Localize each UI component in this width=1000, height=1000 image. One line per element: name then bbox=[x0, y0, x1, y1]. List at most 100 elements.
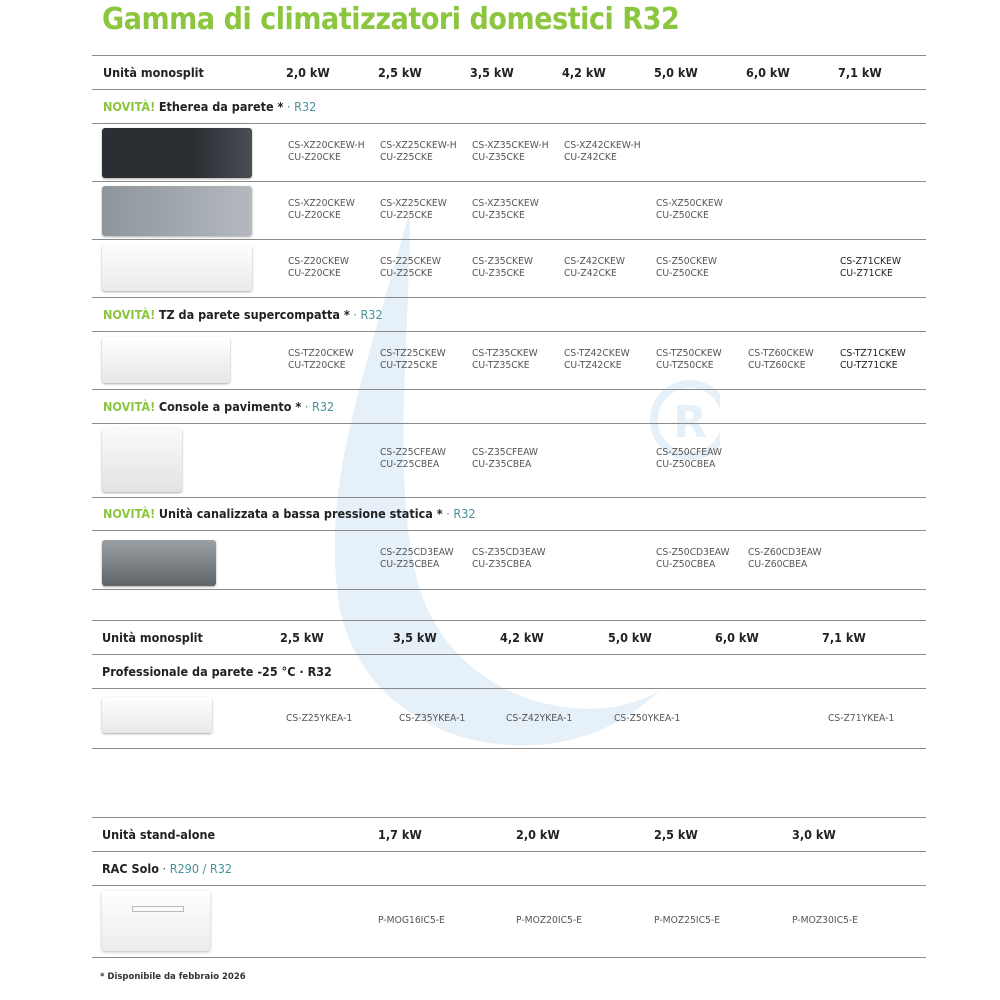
section-ref: · R32 bbox=[353, 307, 383, 322]
table1-header-label: Unità monosplit bbox=[103, 65, 204, 80]
model-code-cell: CS-TZ35CKEW CU-TZ35CKE bbox=[472, 348, 538, 372]
indoor-unit-code: CS-Z20CKEW bbox=[288, 256, 349, 267]
outdoor-unit-code: CU-TZ60CKE bbox=[748, 360, 806, 371]
table1-size-header: 5,0 kW bbox=[654, 65, 698, 80]
outdoor-unit-code: CU-Z50CKE bbox=[656, 210, 709, 221]
model-code-cell: CS-Z25YKEA-1 bbox=[286, 713, 353, 724]
outdoor-unit-code: CU-TZ25CKE bbox=[380, 360, 438, 371]
table3-size-header: 1,7 kW bbox=[378, 827, 422, 842]
indoor-unit-code: CS-XZ20CKEW bbox=[288, 198, 355, 209]
model-code-cell: CS-Z71YKEA-1 bbox=[828, 713, 895, 724]
indoor-unit-code: CS-Z35CFEAW bbox=[472, 447, 539, 458]
outdoor-unit-code: CU-Z42CKE bbox=[564, 268, 617, 279]
model-code-cell: CS-XZ42CKEW-H CU-Z42CKE bbox=[564, 140, 641, 164]
divider bbox=[92, 957, 926, 958]
model-code-cell: CS-Z71CKEW CU-Z71CKE bbox=[840, 256, 901, 280]
section-ref: · R32 bbox=[446, 506, 476, 521]
model-code-cell: CS-Z25CFEAW CU-Z25CBEA bbox=[380, 447, 446, 471]
model-code-cell: CS-TZ25CKEW CU-TZ25CKE bbox=[380, 348, 446, 372]
indoor-unit-code: CS-XZ35CKEW-H bbox=[472, 140, 549, 151]
divider bbox=[92, 748, 926, 749]
divider bbox=[92, 123, 926, 124]
indoor-unit-code: CS-XZ25CKEW bbox=[380, 198, 447, 209]
indoor-unit-code: CS-TZ35CKEW bbox=[472, 348, 538, 359]
table2-size-header: 5,0 kW bbox=[608, 630, 652, 645]
product-image-tz-white bbox=[102, 337, 230, 383]
indoor-unit-code: CS-Z50CD3EAW bbox=[656, 547, 730, 558]
outdoor-unit-code: CU-Z25CBEA bbox=[380, 459, 440, 470]
section-name: Etherea da parete * bbox=[158, 99, 284, 114]
divider bbox=[92, 55, 926, 56]
air-vent bbox=[132, 906, 184, 912]
divider bbox=[92, 851, 926, 852]
divider bbox=[92, 497, 926, 498]
divider bbox=[92, 239, 926, 240]
table1-size-header: 4,2 kW bbox=[562, 65, 606, 80]
model-code-cell: CS-Z35CKEW CU-Z35CKE bbox=[472, 256, 533, 280]
model-code-cell: CS-Z35YKEA-1 bbox=[399, 713, 466, 724]
table1-size-header: 7,1 kW bbox=[838, 65, 882, 80]
table2-header-label: Unità monosplit bbox=[102, 630, 203, 645]
indoor-unit-code: CS-Z25CD3EAW bbox=[380, 547, 454, 558]
outdoor-unit-code: CU-TZ71CKE bbox=[840, 360, 898, 371]
section-name: RAC Solo bbox=[102, 861, 159, 876]
divider bbox=[92, 688, 926, 689]
outdoor-unit-code: CU-Z20CKE bbox=[288, 210, 341, 221]
section-name: Console a pavimento * bbox=[158, 399, 302, 414]
indoor-unit-code: CS-Z60CD3EAW bbox=[748, 547, 822, 558]
model-code-cell: CS-Z50YKEA-1 bbox=[614, 713, 681, 724]
model-code-cell: P-MOG16IC5-E bbox=[378, 915, 445, 926]
outdoor-unit-code: CU-Z35CKE bbox=[472, 152, 525, 163]
table2-size-header: 6,0 kW bbox=[715, 630, 759, 645]
model-code-cell: P-MOZ30IC5-E bbox=[792, 915, 858, 926]
model-code-cell: CS-XZ25CKEW-H CU-Z25CKE bbox=[380, 140, 457, 164]
table2-size-header: 4,2 kW bbox=[500, 630, 544, 645]
model-code-cell: CS-Z42CKEW CU-Z42CKE bbox=[564, 256, 625, 280]
indoor-unit-code: CS-Z50CKEW bbox=[656, 256, 717, 267]
indoor-unit-code: CS-Z35CKEW bbox=[472, 256, 533, 267]
outdoor-unit-code: CU-Z35CBEA bbox=[472, 459, 532, 470]
model-code-cell: CS-Z35CD3EAW CU-Z35CBEA bbox=[472, 547, 546, 571]
model-code-cell: CS-Z50CKEW CU-Z50CKE bbox=[656, 256, 717, 280]
section-name: Unità canalizzata a bassa pressione stat… bbox=[158, 506, 443, 521]
indoor-unit-code: CS-Z35CD3EAW bbox=[472, 547, 546, 558]
section-novita: NOVITÀ! bbox=[103, 506, 156, 521]
model-code-cell: CS-XZ25CKEW CU-Z25CKE bbox=[380, 198, 447, 222]
section-ref: · R32 bbox=[286, 99, 317, 114]
indoor-unit-code: CS-XZ42CKEW-H bbox=[564, 140, 641, 151]
outdoor-unit-code: CU-Z25CKE bbox=[380, 210, 433, 221]
indoor-unit-code: CS-Z25CFEAW bbox=[380, 447, 447, 458]
svg-text:R: R bbox=[673, 397, 707, 448]
outdoor-unit-code: CU-Z20CKE bbox=[288, 268, 341, 279]
table1-size-header: 3,5 kW bbox=[470, 65, 514, 80]
model-code-cell: CS-Z60CD3EAW CU-Z60CBEA bbox=[748, 547, 822, 571]
table1-size-header: 6,0 kW bbox=[746, 65, 790, 80]
section-novita: NOVITÀ! bbox=[103, 307, 156, 322]
divider bbox=[92, 297, 926, 298]
model-code-cell: CS-Z50CFEAW CU-Z50CBEA bbox=[656, 447, 722, 471]
footnote: * Disponibile da febbraio 2026 bbox=[100, 972, 246, 982]
model-code-cell: CS-Z42YKEA-1 bbox=[506, 713, 573, 724]
outdoor-unit-code: CU-Z60CBEA bbox=[748, 559, 808, 570]
section-title: NOVITÀ! Etherea da parete * · R32 bbox=[103, 99, 316, 114]
model-code-cell: CS-TZ71CKEW CU-TZ71CKE bbox=[840, 348, 906, 372]
model-code-cell: P-MOZ25IC5-E bbox=[654, 915, 720, 926]
product-image-etherea-dark bbox=[102, 128, 252, 178]
indoor-unit-code: CS-TZ42CKEW bbox=[564, 348, 630, 359]
indoor-unit-code: CS-TZ71CKEW bbox=[840, 348, 906, 359]
outdoor-unit-code: CU-TZ42CKE bbox=[564, 360, 622, 371]
section-title: Professionale da parete -25 °C · R32 bbox=[102, 664, 332, 679]
indoor-unit-code: CS-Z25CKEW bbox=[380, 256, 441, 267]
model-code-cell: CS-Z20CKEW CU-Z20CKE bbox=[288, 256, 349, 280]
indoor-unit-code: CS-XZ25CKEW-H bbox=[380, 140, 457, 151]
model-code-cell: CS-TZ50CKEW CU-TZ50CKE bbox=[656, 348, 722, 372]
divider bbox=[92, 389, 926, 390]
section-ref: · R32 bbox=[304, 399, 335, 414]
indoor-unit-code: CS-XZ50CKEW bbox=[656, 198, 723, 209]
divider bbox=[92, 817, 926, 818]
outdoor-unit-code: CU-Z25CKE bbox=[380, 152, 433, 163]
outdoor-unit-code: CU-Z35CKE bbox=[472, 268, 525, 279]
model-code-cell: CS-XZ35CKEW CU-Z35CKE bbox=[472, 198, 539, 222]
outdoor-unit-code: CU-Z25CKE bbox=[380, 268, 433, 279]
model-code-cell: CS-TZ42CKEW CU-TZ42CKE bbox=[564, 348, 630, 372]
